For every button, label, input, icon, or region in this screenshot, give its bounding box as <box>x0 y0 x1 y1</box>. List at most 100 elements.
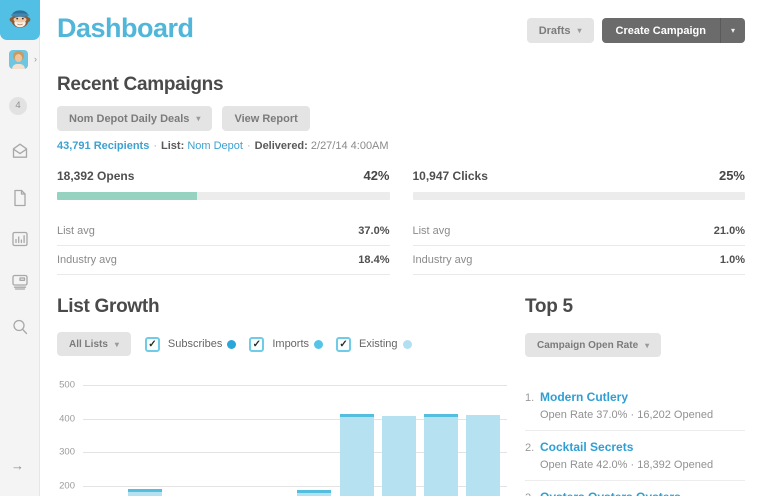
list-growth-chart: 500 400 300 200 <box>57 373 507 496</box>
legend-dot <box>227 339 237 349</box>
top5-detail: Open Rate 37.0% · 16,202 Opened <box>540 409 714 421</box>
clicks-averages: List avg 21.0% Industry avg 1.0% <box>412 217 745 275</box>
avg-row: Industry avg 18.4% <box>57 246 390 275</box>
top5-item: 1. Modern Cutlery Open Rate 37.0% · 16,202… <box>525 381 745 431</box>
campaign-stats: 18,392 Opens 42% List avg 37.0% Industry a… <box>57 168 745 275</box>
search-icon <box>10 319 30 341</box>
legend-item: ✓ Imports <box>249 336 324 352</box>
list-growth-heading: List Growth <box>57 296 160 317</box>
opens-rate: 42% <box>363 168 390 183</box>
campaign-link[interactable]: Oysters Oysters Oysters <box>540 490 681 496</box>
chevron-down-icon: ▾ <box>645 340 650 350</box>
clicks-stat: 10,947 Clicks 25% List avg 21.0% Industry … <box>412 168 745 275</box>
legend-item: ✓ Subscribes <box>144 336 237 352</box>
legend-dot <box>314 339 324 349</box>
sidebar-item-templates[interactable] <box>10 188 30 208</box>
gridline <box>83 452 507 453</box>
all-lists-button[interactable]: All Lists ▾ <box>57 332 131 356</box>
legend-item: ✓ Existing <box>336 336 412 352</box>
campaign-controls: Nom Depot Daily Deals ▾ View Report <box>57 106 310 131</box>
document-icon <box>10 189 30 212</box>
chevron-down-icon: ▾ <box>196 114 201 123</box>
create-campaign-split-button: Create Campaign ▾ <box>601 18 745 43</box>
top5-rank: 1. <box>525 392 535 404</box>
freddie-icon <box>7 5 33 36</box>
recent-campaigns-heading: Recent Campaigns <box>57 74 224 95</box>
top5-rank: 3. <box>525 492 540 496</box>
sidebar: › 4 <box>0 0 40 496</box>
view-report-button[interactable]: View Report <box>222 106 310 131</box>
mailchimp-logo[interactable] <box>0 0 40 40</box>
top5-list: 1. Modern Cutlery Open Rate 37.0% · 16,202… <box>525 381 745 496</box>
opens-progress-bar <box>57 192 390 200</box>
clicks-rate: 25% <box>718 168 745 183</box>
campaign-select-button[interactable]: Nom Depot Daily Deals ▾ <box>57 106 213 131</box>
top5-metric-button[interactable]: Campaign Open Rate ▾ <box>525 333 662 357</box>
growth-bar-subscribes-cap <box>128 488 162 492</box>
arrow-right-icon[interactable]: → <box>11 458 24 473</box>
legend-checkbox[interactable]: ✓ <box>144 336 160 352</box>
y-tick-label: 500 <box>59 379 75 391</box>
growth-bar-subscribes-cap <box>339 414 374 418</box>
list-link[interactable]: Nom Depot <box>187 140 243 152</box>
gridline <box>83 485 507 487</box>
page-title: Dashboard <box>57 13 194 43</box>
top5-heading: Top 5 <box>525 296 573 317</box>
opens-averages: List avg 37.0% Industry avg 18.4% <box>57 217 390 275</box>
gridline <box>83 385 507 386</box>
drafts-button[interactable]: Drafts ▾ <box>526 18 594 43</box>
envelope-icon <box>10 143 30 165</box>
bar-chart-icon <box>10 231 30 253</box>
header-actions: Drafts ▾ Create Campaign ▾ <box>526 18 745 43</box>
top5-rank: 2. <box>525 442 535 454</box>
y-tick-label: 300 <box>59 446 75 458</box>
campaign-link[interactable]: Modern Cutlery <box>540 390 629 404</box>
sidebar-item-automation[interactable] <box>10 271 30 291</box>
growth-bar-subscribes-cap <box>424 413 459 417</box>
notification-badge[interactable]: 4 <box>9 97 27 115</box>
gridline <box>83 418 507 420</box>
growth-bar <box>128 488 162 496</box>
sidebar-item-campaigns[interactable] <box>10 141 30 161</box>
delivered-value: 2/27/14 4:00AM <box>310 140 389 152</box>
growth-bar <box>297 489 332 496</box>
legend-checkbox[interactable]: ✓ <box>336 336 352 352</box>
growth-bar-subscribes-cap <box>297 489 332 493</box>
top5-item: 3.Oysters Oysters OystersOpen Rate 37.0%… <box>525 481 745 496</box>
growth-bar <box>424 413 459 496</box>
account-menu[interactable]: › <box>9 50 37 70</box>
avg-row: List avg 21.0% <box>412 217 745 246</box>
top5-item: 2. Cocktail Secrets Open Rate 42.0% · 18,3… <box>525 431 745 481</box>
chevron-down-icon: ▾ <box>730 26 735 35</box>
growth-bar <box>381 416 416 496</box>
avg-value: 1.0% <box>719 254 745 266</box>
y-tick-label: 400 <box>59 413 75 424</box>
avg-label: List avg <box>57 225 95 237</box>
legend: ✓ Subscribes ✓ Imports ✓ Existing <box>144 336 412 352</box>
top5-section: Top 5 Campaign Open Rate ▾ 1. Modern Cutl… <box>525 296 745 496</box>
recipients-link[interactable]: 43,791 Recipients <box>57 140 150 152</box>
campaign-link[interactable]: Cocktail Secrets <box>540 440 634 454</box>
chevron-down-icon: ▾ <box>577 26 582 35</box>
opens-stat: 18,392 Opens 42% List avg 37.0% Industry a… <box>57 168 390 275</box>
card-icon <box>10 274 30 295</box>
avg-value: 18.4% <box>358 254 390 266</box>
delivered-label: Delivered: <box>254 140 308 152</box>
create-campaign-dropdown-button[interactable]: ▾ <box>719 18 745 43</box>
create-campaign-button[interactable]: Create Campaign <box>601 18 720 43</box>
sidebar-item-search[interactable] <box>10 317 30 337</box>
legend-checkbox[interactable]: ✓ <box>249 336 265 352</box>
campaign-meta: 43,791 Recipients · List: Nom Depot · Delive… <box>57 140 389 152</box>
clicks-progress-bar <box>412 192 745 200</box>
chevron-down-icon: ▾ <box>114 339 119 349</box>
growth-bar <box>339 414 374 496</box>
avg-value: 37.0% <box>358 225 390 237</box>
legend-label: Imports <box>272 338 310 350</box>
growth-bar <box>466 415 501 496</box>
list-label: List: <box>161 140 185 152</box>
sidebar-item-reports[interactable] <box>10 229 30 249</box>
legend-label: Existing <box>359 338 398 350</box>
opens-label: 18,392 Opens <box>57 169 135 183</box>
avg-label: Industry avg <box>412 254 473 266</box>
legend-label: Subscribes <box>167 338 223 350</box>
